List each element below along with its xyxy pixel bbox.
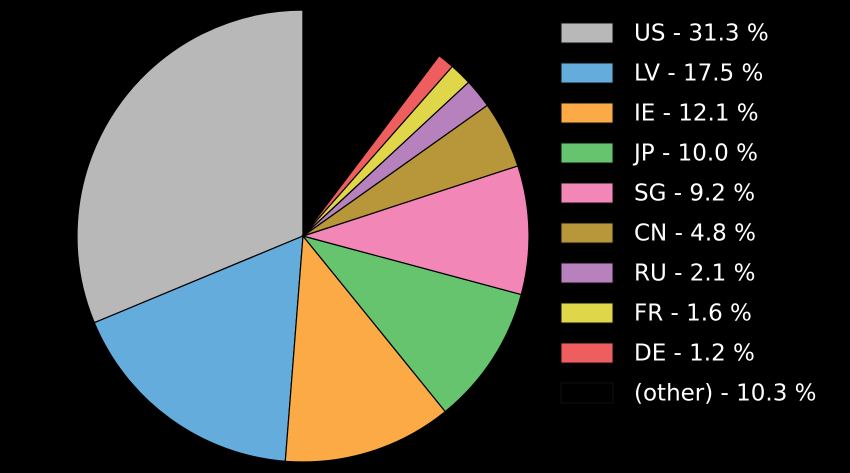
pie-slice — [284, 234, 447, 463]
legend-swatch — [560, 262, 614, 284]
legend-label: US - 31.3 % — [634, 21, 769, 47]
legend-swatch — [560, 382, 614, 404]
legend-swatch — [560, 182, 614, 204]
legend-label: RU - 2.1 % — [634, 261, 755, 287]
pie-slice — [301, 234, 523, 413]
pie-slice — [76, 9, 304, 324]
legend-swatch — [560, 102, 614, 124]
legend-swatch — [560, 342, 614, 364]
legend-label: SG - 9.2 % — [634, 181, 755, 207]
legend-swatch — [560, 142, 614, 164]
pie-slice — [302, 9, 440, 238]
legend-swatch — [560, 222, 614, 244]
pie-slice — [93, 235, 304, 462]
legend-label: (other) - 10.3 % — [634, 381, 817, 407]
legend-label: CN - 4.8 % — [634, 221, 756, 247]
legend-swatch — [560, 22, 614, 44]
legend-swatch — [560, 62, 614, 84]
legend-label: IE - 12.1 % — [634, 101, 759, 127]
legend-label: LV - 17.5 % — [634, 61, 763, 87]
legend-label: FR - 1.6 % — [634, 301, 752, 327]
legend-label: DE - 1.2 % — [634, 341, 755, 367]
legend-label: JP - 10.0 % — [632, 141, 758, 167]
legend-swatch — [560, 302, 614, 324]
pie-slice — [300, 165, 530, 296]
